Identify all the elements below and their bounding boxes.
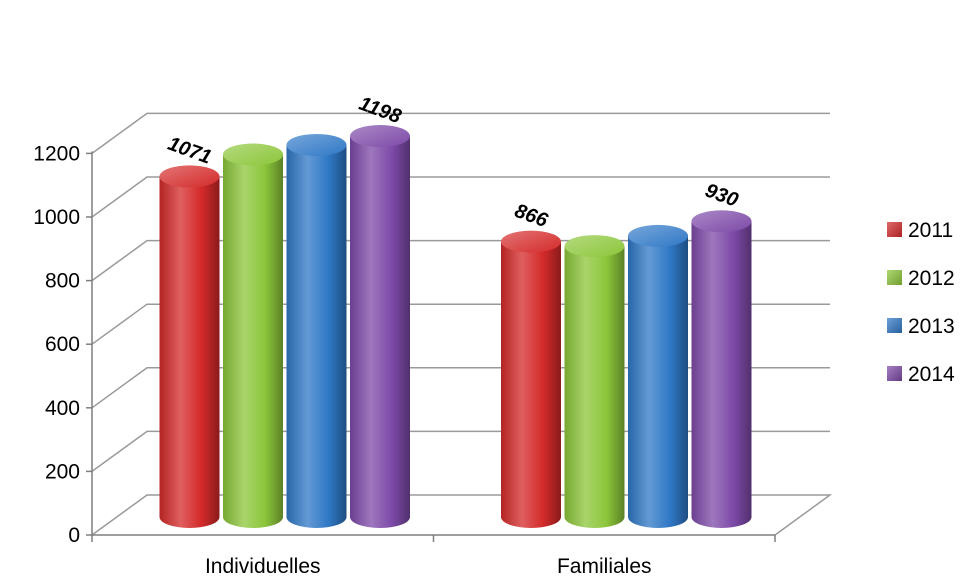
cylinder-top	[691, 210, 752, 233]
gridline	[91, 112, 830, 155]
y-tick-label: 1000	[33, 206, 80, 229]
legend-swatch	[887, 318, 902, 333]
bar-2014-individuelles	[350, 125, 410, 528]
bar-2013-familiales	[628, 224, 688, 528]
y-tick-label: 200	[45, 460, 80, 483]
cylinder-top	[159, 165, 220, 188]
y-tick-label: 800	[45, 270, 80, 293]
legend-item-2012: 2012	[887, 267, 955, 290]
chart-walls	[91, 494, 833, 536]
gridlines	[91, 112, 830, 473]
cylinder-body	[564, 246, 625, 528]
cylinder-body	[628, 235, 688, 528]
bar-2011-individuelles	[159, 165, 220, 528]
bar-2012-individuelles	[223, 143, 283, 528]
cylinder-body	[286, 144, 347, 528]
y-tick-label: 400	[45, 397, 80, 420]
bars	[159, 125, 752, 528]
y-tick-label: 600	[45, 333, 80, 356]
legend-label: 2014	[908, 363, 955, 386]
category-labels: Individuelles Familiales	[205, 555, 652, 578]
legend-swatch	[887, 222, 902, 237]
legend: 2011 2012 2013 2014	[887, 219, 955, 386]
legend-label: 2013	[908, 315, 955, 338]
legend-swatch	[887, 270, 902, 285]
cylinder-top	[501, 230, 561, 253]
legend-item-2014: 2014	[887, 363, 955, 386]
legend-swatch	[887, 366, 902, 381]
category-label: Individuelles	[205, 555, 321, 578]
cylinder-top	[223, 143, 283, 166]
data-label: 866	[512, 200, 552, 232]
cylinder-top	[350, 125, 410, 148]
cylinder-top	[564, 235, 625, 258]
legend-item-2013: 2013	[887, 315, 955, 338]
legend-label: 2011	[908, 219, 953, 242]
cylinder-body	[223, 154, 283, 528]
cylinder-body	[691, 221, 752, 528]
data-label: 1071	[165, 133, 214, 169]
data-label: 1198	[356, 93, 405, 129]
y-tick-label: 1200	[33, 142, 80, 165]
gridline	[91, 176, 830, 218]
cylinder-top	[286, 133, 347, 156]
data-label: 930	[702, 180, 741, 212]
cylinder-top	[628, 224, 688, 247]
cylinder-body	[501, 241, 561, 528]
bar-2014-familiales	[691, 210, 752, 528]
bar-2013-individuelles	[286, 133, 347, 528]
category-label: Familiales	[557, 555, 652, 578]
cylinder-body	[159, 176, 220, 528]
bar-2012-familiales	[564, 235, 625, 528]
axes	[86, 151, 776, 542]
bar-2011-familiales	[501, 230, 561, 528]
floor-outline	[91, 494, 833, 536]
legend-item-2011: 2011	[887, 219, 953, 242]
cylinder-body	[350, 136, 410, 528]
y-axis-tick-labels: 0 200 400 600 800 1000 1200	[33, 142, 80, 547]
legend-label: 2012	[908, 267, 955, 290]
y-tick-label: 0	[68, 524, 80, 547]
